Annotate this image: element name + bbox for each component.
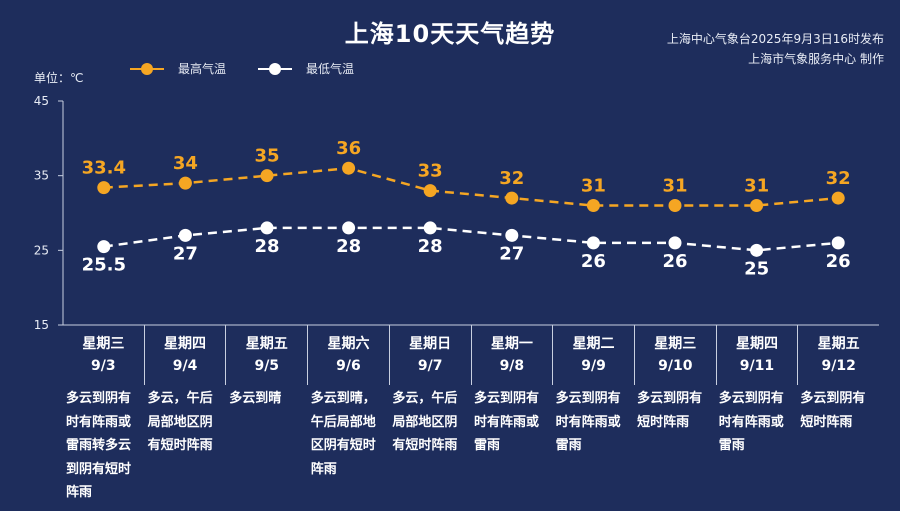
- low-temp-point: [423, 221, 437, 235]
- low-temp-data-label: 25: [744, 258, 769, 279]
- y-tick-label: 15: [34, 318, 49, 332]
- low-temp-point: [178, 228, 192, 242]
- high-temp-point: [750, 199, 764, 213]
- forecast-description: 多云，午后局部地区阴有短时阵雨: [147, 391, 213, 453]
- weekday-label: 星期五: [245, 336, 288, 352]
- forecast-description: 多云到阴有时有阵雨或雷雨: [718, 391, 784, 453]
- date-label: 9/6: [336, 358, 361, 374]
- high-temp-point: [423, 184, 437, 198]
- high-temp-data-label: 32: [826, 168, 851, 189]
- high-temp-data-label: 33.4: [82, 158, 126, 179]
- date-label: 9/9: [581, 358, 606, 374]
- legend-marker-low: [269, 63, 281, 75]
- date-label: 9/8: [499, 358, 525, 374]
- date-label: 9/5: [254, 358, 280, 374]
- low-temp-point: [260, 221, 274, 235]
- chart-title: 上海10天天气趋势: [344, 20, 556, 48]
- date-label: 9/10: [658, 358, 693, 374]
- high-temp-point: [586, 199, 600, 213]
- publisher-line-1: 上海中心气象台2025年9月3日16时发布: [666, 32, 884, 46]
- forecast-description: 多云到阴有时有阵雨或雷雨转多云到阴有短时阵雨: [66, 391, 132, 500]
- forecast-description: 多云到阴有时有阵雨或雷雨: [555, 391, 621, 453]
- low-temp-data-label: 26: [581, 251, 606, 272]
- low-temp-point: [342, 221, 356, 235]
- day-column-header: 星期二 9/9: [553, 325, 635, 385]
- high-temp-point: [178, 176, 192, 190]
- high-temp-data-label: 31: [581, 176, 606, 197]
- day-column-header: 星期五 9/5: [226, 325, 309, 385]
- date-label: 9/11: [739, 358, 775, 374]
- low-temp-data-label: 27: [499, 243, 524, 264]
- weekday-label: 星期日: [409, 336, 452, 352]
- legend-label-high: 最高气温: [178, 62, 227, 76]
- high-temp-point: [97, 181, 111, 195]
- high-temp-data-label: 31: [662, 176, 687, 197]
- high-temp-point: [342, 161, 356, 175]
- low-temp-point: [831, 236, 845, 250]
- day-column-header: 星期一 9/8: [472, 325, 554, 385]
- low-temp-line: [103, 226, 839, 252]
- day-column-header: 星期四 9/4: [145, 325, 227, 385]
- forecast-description: 多云到晴: [229, 391, 282, 406]
- legend-label-low: 最低气温: [306, 62, 355, 76]
- weekday-label: 星期六: [327, 336, 370, 352]
- low-temp-data-label: 26: [826, 251, 851, 272]
- publisher-info: 上海中心气象台2025年9月3日16时发布 上海市气象服务中心 制作: [667, 29, 884, 69]
- weekday-label: 星期三: [654, 336, 697, 352]
- weekday-label: 星期三: [82, 336, 125, 352]
- low-temp-data-label: 28: [336, 236, 361, 257]
- day-column-header: 星期日 9/7: [390, 325, 472, 385]
- high-temp-point: [831, 191, 845, 205]
- weekday-label: 星期四: [164, 336, 207, 352]
- high-temp-point: [668, 199, 682, 213]
- weekday-row: 星期三 9/3 星期四 9/4 星期五 9/5 星期六 9/6 星期日 9/7 星期一 9/8 星期二 9…: [63, 325, 879, 385]
- high-temp-data-label: 36: [336, 138, 361, 159]
- high-temp-point: [505, 191, 519, 205]
- low-temp-point: [505, 228, 519, 242]
- low-temp-point: [586, 236, 600, 250]
- weekday-label: 星期二: [572, 336, 615, 352]
- forecast-description: 多云，午后局部地区阴有短时阵雨: [392, 391, 458, 453]
- high-temp-line: [103, 166, 839, 207]
- low-temp-data-label: 25.5: [82, 255, 126, 276]
- y-tick-label: 35: [34, 169, 49, 183]
- weekday-label: 星期四: [735, 336, 778, 352]
- forecast-description: 多云到晴，午后局部地区阴有短时阵雨: [310, 391, 376, 477]
- high-temp-data-label: 31: [744, 176, 769, 197]
- y-tick-label: 25: [34, 243, 49, 257]
- low-temp-point: [97, 240, 111, 254]
- forecast-description: 多云到阴有短时阵雨: [637, 391, 703, 430]
- low-temp-data-label: 26: [662, 251, 687, 272]
- high-temp-data-label: 32: [499, 168, 524, 189]
- unit-label: 单位：℃: [34, 71, 84, 85]
- day-column-header: 星期三 9/10: [635, 325, 717, 385]
- weekday-label: 星期一: [490, 336, 533, 352]
- weekday-label: 星期五: [817, 336, 860, 352]
- date-label: 9/4: [172, 358, 198, 374]
- high-temp-data-label: 35: [254, 146, 279, 167]
- low-temp-data-label: 28: [418, 236, 443, 257]
- forecast-description: 多云到阴有时有阵雨或雷雨: [473, 391, 539, 453]
- legend-marker-high: [141, 63, 153, 75]
- forecast-description: 多云到阴有短时阵雨: [800, 391, 866, 430]
- date-label: 9/7: [417, 358, 443, 374]
- low-temp-data-label: 28: [254, 236, 279, 257]
- high-temp-point: [260, 169, 274, 183]
- publisher-line-2: 上海市气象服务中心 制作: [748, 52, 884, 66]
- low-temp-point: [750, 243, 764, 257]
- low-temp-data-label: 27: [173, 243, 198, 264]
- day-column-header: 星期五 9/12: [798, 325, 879, 385]
- day-column-header: 星期三 9/3: [63, 325, 145, 385]
- low-temp-point: [668, 236, 682, 250]
- date-label: 9/3: [91, 358, 116, 374]
- day-column-header: 星期四 9/11: [717, 325, 799, 385]
- high-temp-data-label: 34: [173, 153, 198, 174]
- y-tick-label: 45: [34, 94, 49, 108]
- high-temp-data-label: 33: [418, 161, 443, 182]
- day-column-header: 星期六 9/6: [308, 325, 390, 385]
- forecast-descriptions: 多云到阴有时有阵雨或雷雨转多云到阴有短时阵雨 多云，午后局部地区阴有短时阵雨 多云到…: [63, 387, 879, 505]
- date-label: 9/12: [821, 358, 856, 374]
